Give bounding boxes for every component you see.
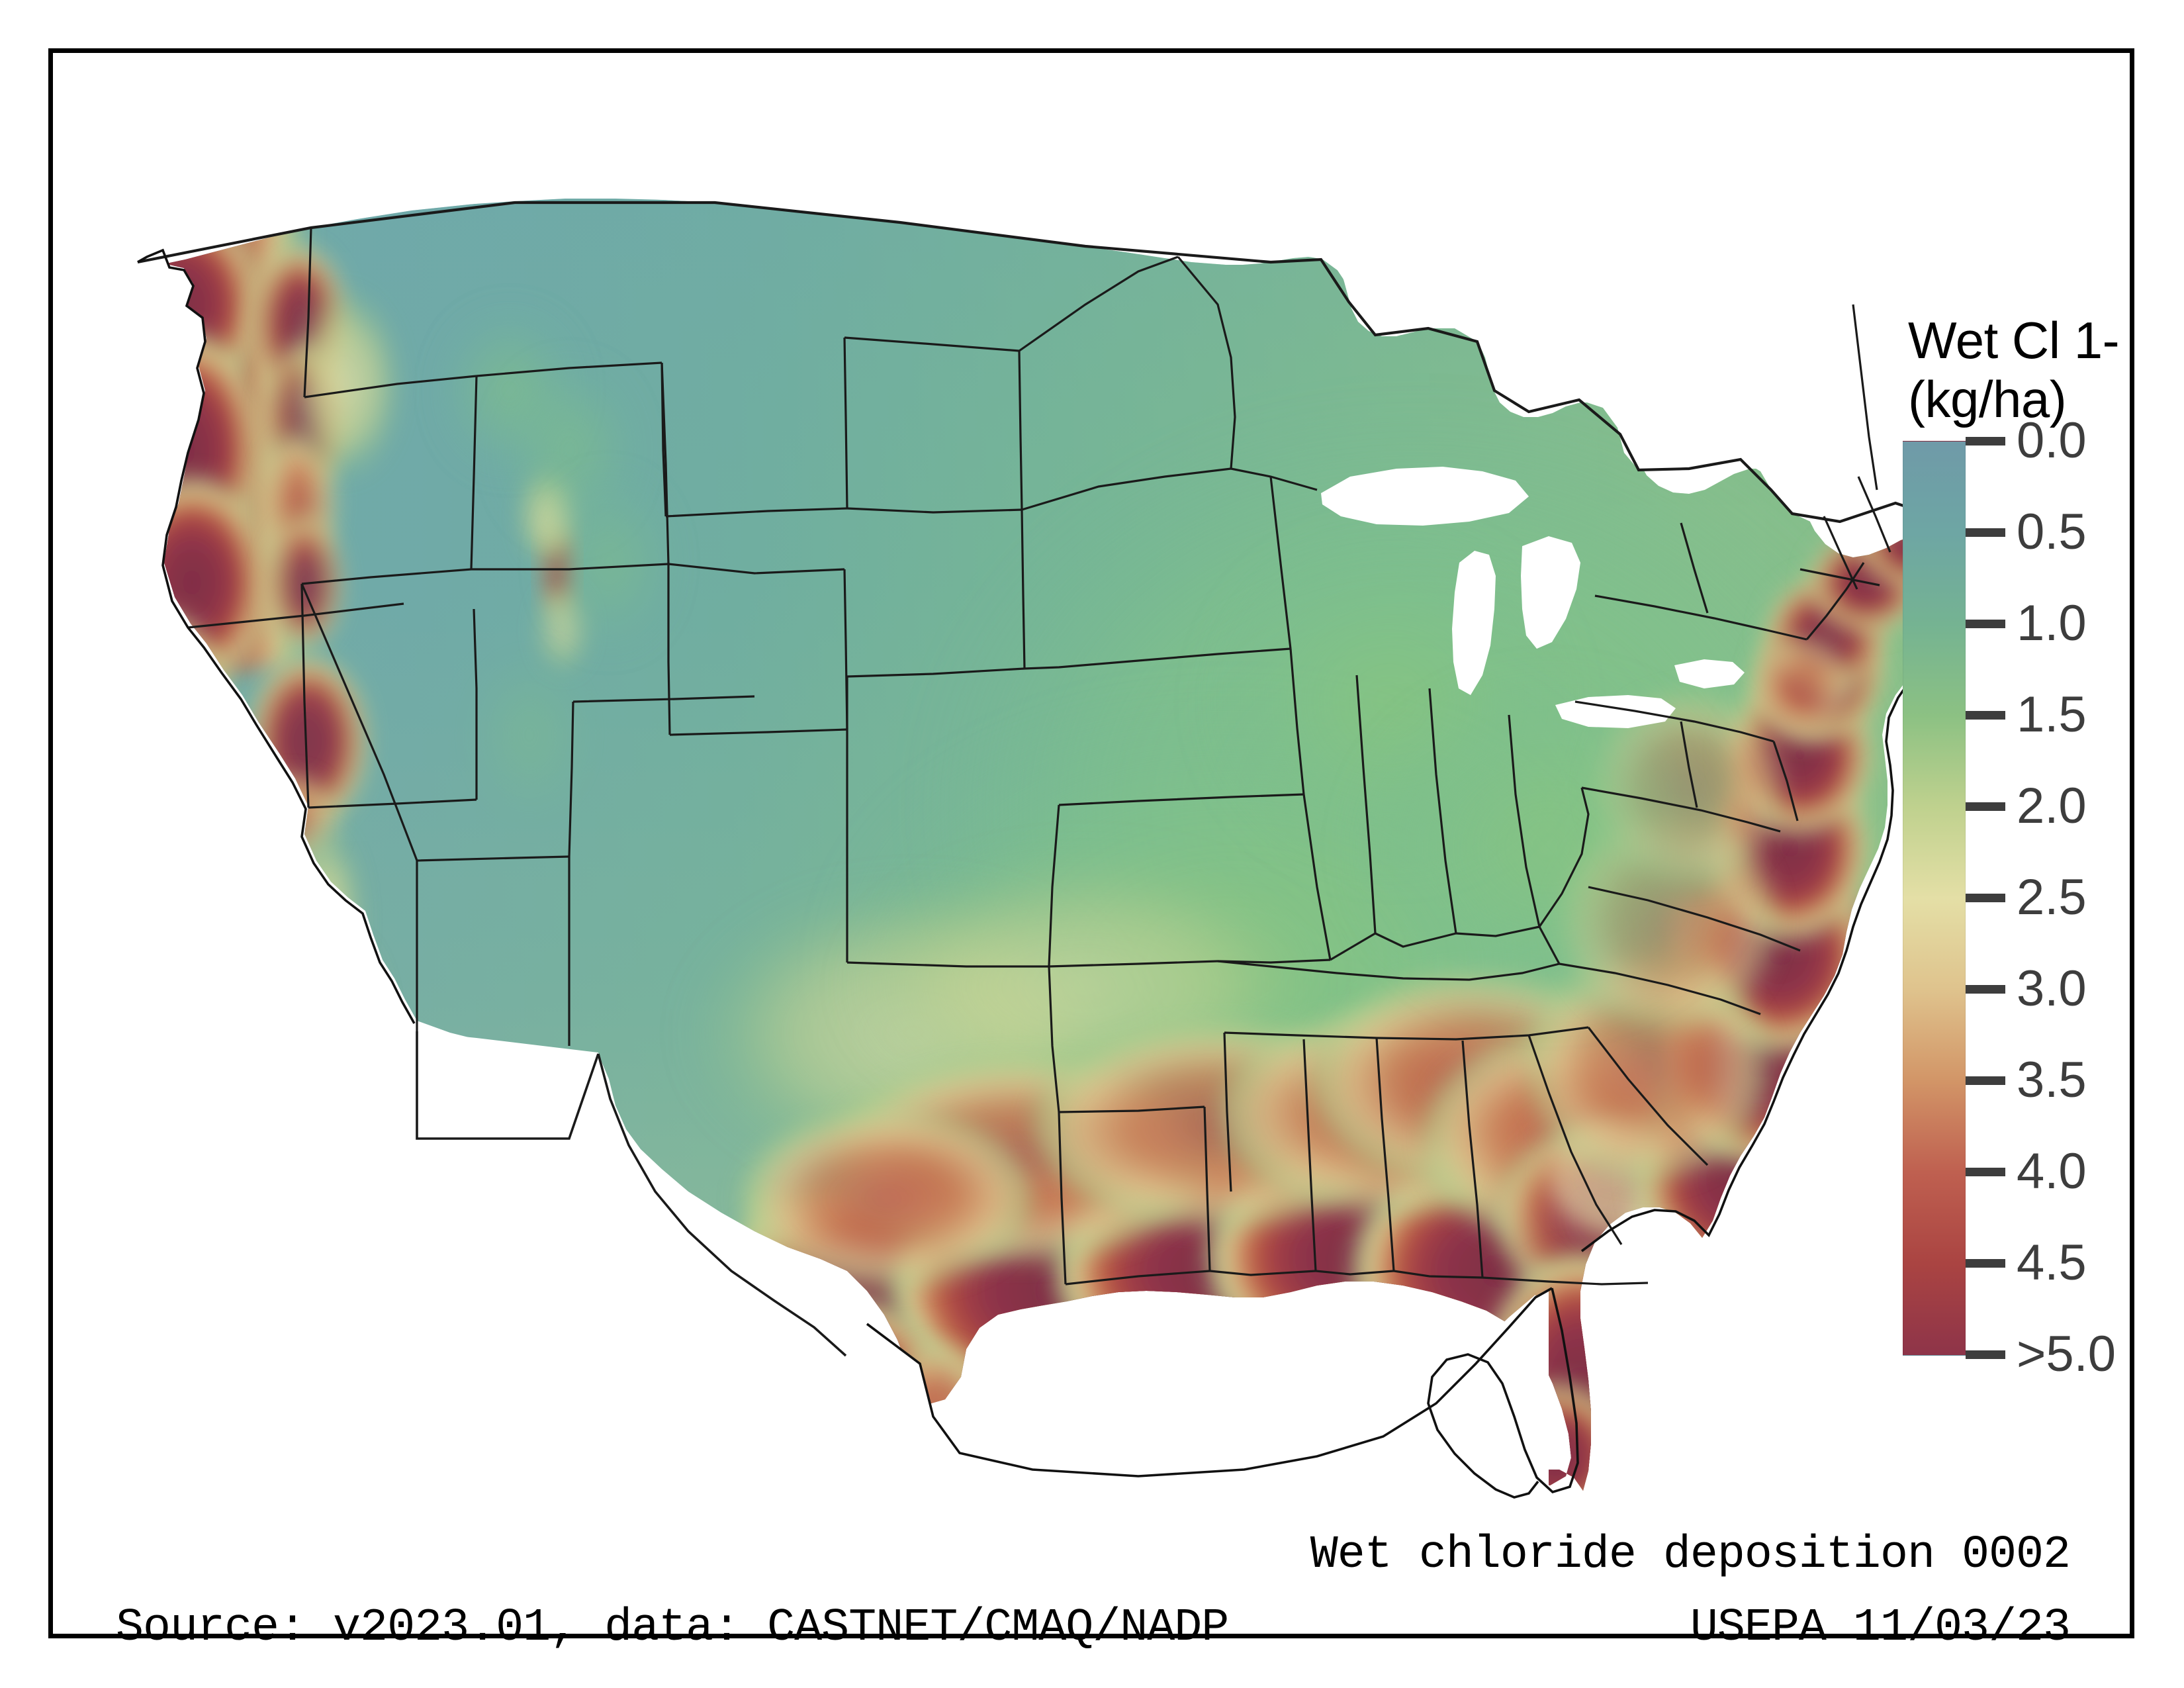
- colorbar-tick: [1966, 436, 2005, 445]
- colorbar-tick: [1966, 1167, 2005, 1176]
- colorbar-tick-label: 1.0: [2017, 595, 2087, 651]
- colorbar-tick-label: 2.0: [2017, 778, 2087, 834]
- source-caption: Source: v2023.01, data: CASTNET/CMAQ/NAD…: [116, 1602, 1229, 1654]
- legend: Wet Cl 1- (kg/ha) 0.0 0.5 1.0 1.5 2.0 2.5 3.0 3…: [1903, 311, 2181, 1476]
- colorbar-tick: [1966, 619, 2005, 628]
- colorbar-tick-label: >5.0: [2017, 1326, 2116, 1382]
- colorbar-tick: [1966, 1258, 2005, 1268]
- colorbar[interactable]: 0.0 0.5 1.0 1.5 2.0 2.5 3.0 3.5 4.0 4.5 >5.0: [1903, 416, 2181, 1380]
- legend-title: Wet Cl 1- (kg/ha): [1908, 311, 2179, 429]
- colorbar-tick: [1966, 710, 2005, 720]
- chart-caption: Wet chloride deposition 0002: [1310, 1529, 2071, 1581]
- colorbar-tick: [1966, 528, 2005, 537]
- colorbar-tick-label: 3.5: [2017, 1052, 2087, 1108]
- colorbar-tick-label: 4.5: [2017, 1235, 2087, 1291]
- colorbar-tick-label: 3.0: [2017, 961, 2087, 1017]
- colorbar-tick: [1966, 893, 2005, 902]
- colorbar-tick-label: 0.0: [2017, 412, 2087, 469]
- colorbar-tick-label: 1.5: [2017, 686, 2087, 743]
- credit-caption: USEPA 11/03/23: [1690, 1602, 2071, 1654]
- state-boundaries: [137, 201, 1940, 1357]
- water-bodies: [106, 106, 1946, 1516]
- colorbar-tick: [1966, 1350, 2005, 1359]
- colorbar-tick-label: 4.0: [2017, 1143, 2087, 1199]
- figure-frame: Wet Cl 1- (kg/ha) 0.0 0.5 1.0 1.5 2.0 2.5 3.0 3…: [48, 48, 2134, 1654]
- colorbar-tick: [1966, 1076, 2005, 1085]
- colorbar-tick-label: 0.5: [2017, 504, 2087, 560]
- map-panel[interactable]: [106, 106, 1946, 1516]
- legend-title-line1: Wet Cl 1-: [1908, 311, 2120, 369]
- colorbar-tick: [1966, 984, 2005, 994]
- colorbar-tick: [1966, 802, 2005, 811]
- colorbar-gradient[interactable]: [1903, 441, 1966, 1356]
- deposition-map[interactable]: [106, 106, 1946, 1516]
- colorbar-tick-label: 2.5: [2017, 869, 2087, 925]
- legend-title-line2: (kg/ha): [1908, 369, 2067, 428]
